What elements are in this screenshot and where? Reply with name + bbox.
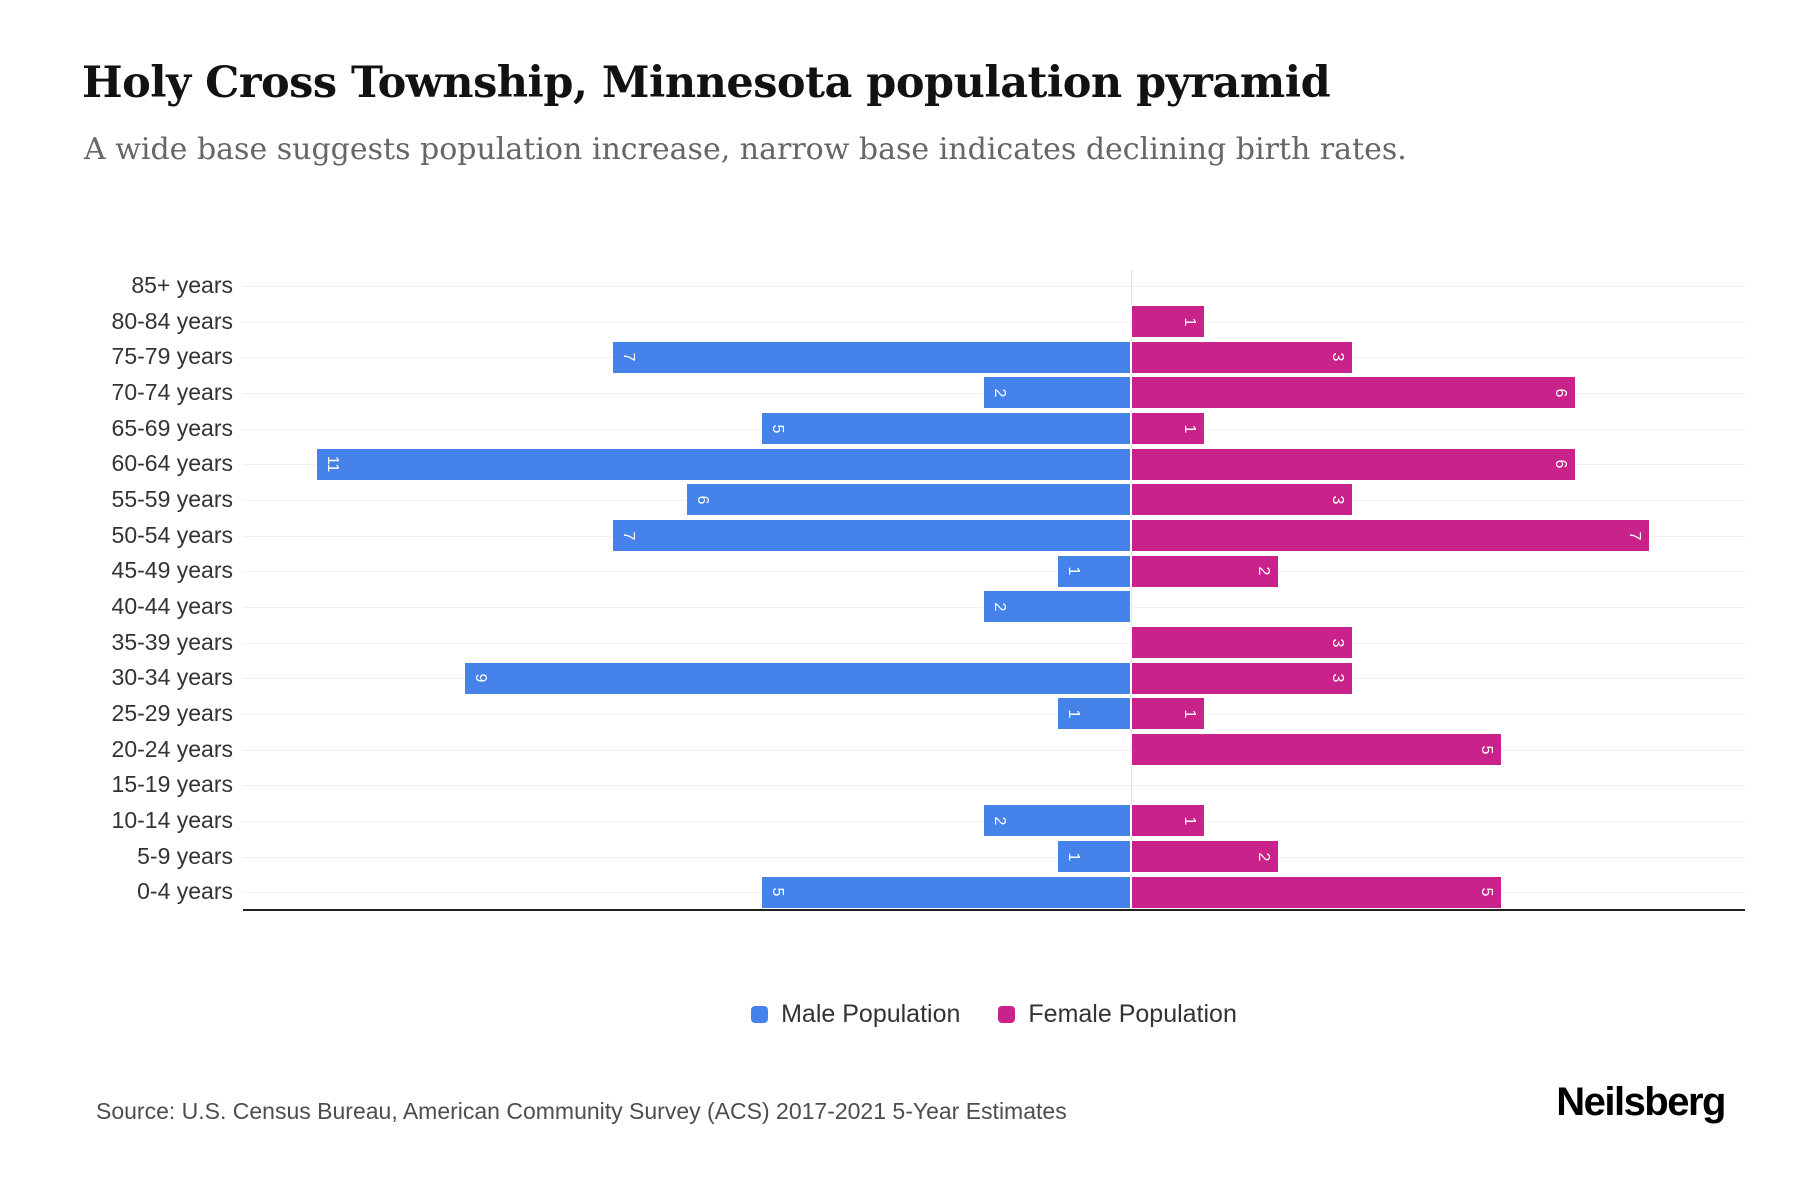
bar-value-label: 1: [1181, 816, 1199, 826]
bar-value-label: 2: [990, 602, 1008, 612]
bar-value-label: 1: [1181, 317, 1199, 326]
age-label: 5-9 years: [137, 842, 233, 869]
age-label: 0-4 years: [137, 878, 233, 905]
male-bar[interactable]: 7: [612, 340, 1131, 374]
male-bar[interactable]: 2: [982, 376, 1131, 410]
bar-value-label: 5: [1477, 745, 1495, 754]
age-label: 40-44 years: [111, 593, 233, 620]
age-label: 70-74 years: [111, 379, 233, 405]
female-bar[interactable]: 5: [1131, 875, 1502, 909]
female-bar[interactable]: 3: [1131, 483, 1354, 517]
age-label: 30-34 years: [111, 664, 233, 691]
male-bar[interactable]: 7: [612, 519, 1131, 553]
bar-value-label: 3: [1329, 638, 1347, 647]
bar-value-label: 2: [990, 816, 1008, 826]
gridline: [243, 571, 1745, 573]
bar-value-label: 9: [472, 673, 490, 683]
bar-value-label: 5: [768, 887, 786, 897]
bar-value-label: 2: [1255, 566, 1273, 576]
male-legend-swatch-icon: [751, 1006, 769, 1023]
age-label: 35-39 years: [111, 628, 233, 655]
chart-subtitle: A wide base suggests population increase…: [84, 132, 1407, 167]
age-label: 15-19 years: [111, 771, 233, 798]
bar-value-label: 5: [1477, 887, 1495, 897]
age-label: 50-54 years: [111, 521, 233, 548]
bar-value-label: 7: [620, 531, 638, 540]
male-bar[interactable]: 6: [686, 483, 1131, 517]
legend-label-male: Male Population: [781, 1000, 961, 1028]
age-label: 20-24 years: [111, 735, 233, 762]
bar-value-label: 1: [1181, 709, 1199, 719]
bar-value-label: 11: [323, 455, 341, 473]
female-bar[interactable]: 3: [1131, 340, 1354, 374]
x-axis-line: [243, 909, 1745, 911]
bar-value-label: 1: [1064, 709, 1082, 719]
bar-value-label: 1: [1064, 852, 1082, 861]
bar-value-label: 6: [1551, 459, 1569, 469]
center-axis-line: [1131, 270, 1132, 910]
bar-value-label: 1: [1181, 424, 1199, 433]
bar-value-label: 1: [1064, 566, 1082, 576]
bar-value-label: 6: [694, 495, 712, 505]
male-bar[interactable]: 1: [1056, 840, 1131, 874]
male-bar[interactable]: 5: [760, 875, 1131, 909]
legend-item-male[interactable]: Male Population: [751, 1000, 960, 1029]
chart-title: Holy Cross Township, Minnesota populatio…: [82, 58, 1331, 108]
source-text: Source: U.S. Census Bureau, American Com…: [96, 1098, 1067, 1124]
legend: Male Population Female Population: [243, 1000, 1745, 1029]
gridline: [243, 321, 1745, 323]
neilsberg-logo: Neilsberg: [1556, 1080, 1726, 1124]
female-legend-swatch-icon: [998, 1006, 1016, 1023]
age-label: 10-14 years: [111, 807, 233, 834]
female-bar[interactable]: 5: [1131, 733, 1502, 767]
male-bar[interactable]: 11: [315, 447, 1131, 481]
female-bar[interactable]: 3: [1131, 661, 1354, 695]
population-pyramid-chart: 85+ years 80-84 years 75-79 years 70-74 yea…: [0, 268, 1800, 918]
male-bar[interactable]: 9: [464, 661, 1131, 695]
plot-area: 1 7 3 2 6 5 1 11 6 6 3 7 7 1 2 2 3 9 3 1 1 5 2 1 1 2 5 5: [243, 268, 1745, 911]
gridline: [243, 785, 1745, 787]
gridline: [243, 642, 1745, 644]
gridline: [243, 749, 1745, 751]
bar-value-label: 3: [1329, 352, 1347, 362]
bar-value-label: 2: [990, 388, 1008, 398]
bar-value-label: 3: [1329, 495, 1347, 505]
gridline: [243, 856, 1745, 858]
bar-value-label: 5: [768, 424, 786, 433]
male-bar[interactable]: 1: [1056, 697, 1131, 731]
gridline: [243, 285, 1745, 287]
male-bar[interactable]: 5: [760, 412, 1131, 445]
female-bar[interactable]: 2: [1131, 840, 1280, 874]
female-bar[interactable]: 7: [1131, 519, 1650, 553]
bar-value-label: 2: [1255, 852, 1273, 861]
bar-value-label: 3: [1329, 673, 1347, 683]
age-label: 25-29 years: [111, 700, 233, 727]
age-label: 80-84 years: [111, 307, 233, 334]
age-label: 55-59 years: [111, 486, 233, 513]
age-label: 85+ years: [131, 272, 233, 298]
female-bar[interactable]: 1: [1131, 412, 1206, 445]
female-bar[interactable]: 3: [1131, 626, 1354, 660]
age-label: 45-49 years: [111, 557, 233, 584]
male-bar[interactable]: 1: [1056, 554, 1131, 588]
bar-value-label: 6: [1551, 388, 1569, 398]
male-bar[interactable]: 2: [982, 804, 1131, 838]
female-bar[interactable]: 1: [1131, 305, 1206, 338]
y-axis-age-labels: 85+ years 80-84 years 75-79 years 70-74 yea…: [0, 268, 233, 910]
female-bar[interactable]: 6: [1131, 376, 1576, 410]
age-label: 75-79 years: [111, 343, 233, 370]
female-bar[interactable]: 1: [1131, 697, 1206, 731]
female-bar[interactable]: 6: [1131, 447, 1576, 481]
bar-value-label: 7: [620, 352, 638, 362]
age-label: 60-64 years: [111, 450, 233, 477]
male-bar[interactable]: 2: [982, 590, 1131, 624]
age-label: 65-69 years: [111, 414, 233, 441]
gridline: [243, 713, 1745, 715]
legend-label-female: Female Population: [1028, 1000, 1237, 1028]
legend-item-female[interactable]: Female Population: [998, 1000, 1237, 1029]
female-bar[interactable]: 1: [1131, 804, 1206, 838]
female-bar[interactable]: 2: [1131, 554, 1280, 588]
bar-value-label: 7: [1625, 531, 1643, 540]
